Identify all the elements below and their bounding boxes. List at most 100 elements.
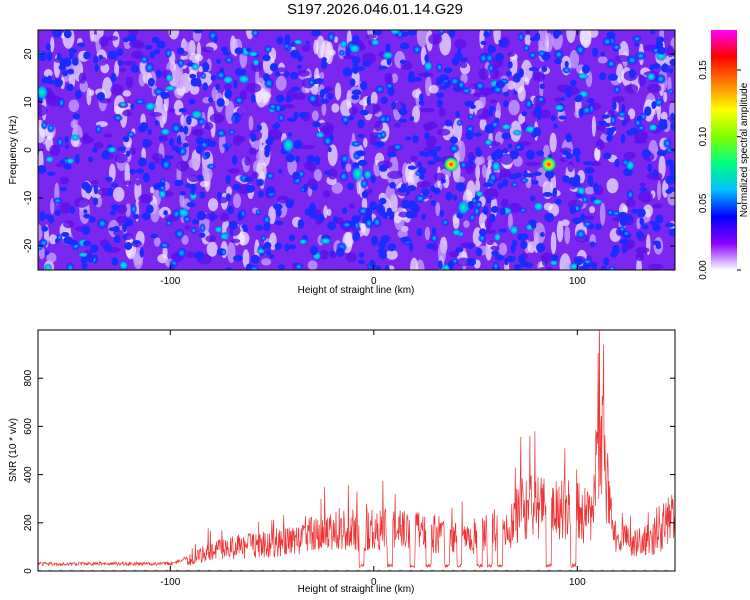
heatmap-blob [348, 115, 355, 121]
heatmap-blob [603, 152, 612, 160]
heatmap-blob [464, 100, 475, 107]
heatmap-blob [264, 144, 271, 154]
heatmap-blob [262, 54, 271, 62]
colorbar-tick-label: 0.10 [698, 126, 709, 146]
heatmap-blob [525, 149, 535, 160]
heatmap-blob [424, 132, 430, 140]
heatmap-blob [381, 50, 395, 61]
heatmap-blob [321, 56, 327, 63]
heatmap-blob [224, 144, 229, 152]
heatmap-blob [129, 168, 136, 175]
heatmap-blob [92, 197, 99, 206]
heatmap-low-cell [331, 182, 343, 194]
heatmap-blob [225, 174, 231, 184]
heatmap-blob [387, 151, 397, 158]
heatmap-blob [64, 144, 70, 149]
heatmap-blob [174, 179, 184, 187]
heatmap-blob [309, 202, 316, 213]
heatmap-blob [669, 58, 675, 67]
heatmap-blob [327, 221, 337, 231]
heatmap-blob [284, 40, 290, 46]
heatmap-blob [284, 34, 291, 43]
heatmap-blob [467, 113, 475, 121]
heatmap-low-cell [424, 226, 431, 241]
heatmap-hotspot [281, 136, 296, 155]
heatmap-blob [532, 200, 545, 213]
heatmap-blob [507, 61, 513, 69]
heatmap-blob [375, 265, 382, 270]
heatmap-low-cell [262, 91, 270, 103]
snr-y-tick-label: 600 [23, 418, 34, 435]
snr-y-tick-label: 0 [23, 568, 34, 574]
heatmap-low-cell [334, 82, 342, 101]
heatmap-blob [452, 87, 462, 92]
heatmap-blob [94, 123, 103, 135]
heatmap-blob [134, 98, 146, 105]
heatmap-blob [218, 232, 230, 241]
heatmap-blob [605, 122, 611, 128]
heatmap-low-cell [487, 160, 492, 169]
heatmap-mid-cell [122, 61, 137, 66]
heatmap-blob [459, 57, 469, 62]
heatmap-mid-cell [365, 34, 377, 39]
heatmap-blob [366, 96, 371, 106]
heatmap-blob [245, 184, 255, 193]
heatmap-blob [553, 49, 565, 60]
heatmap-blob [72, 57, 79, 66]
heatmap-low-cell [323, 205, 328, 219]
heatmap-blob [144, 61, 155, 74]
heatmap-blob [117, 146, 126, 152]
heatmap-blob [397, 187, 407, 193]
heatmap-blob [423, 71, 429, 78]
heatmap-blob [626, 189, 635, 201]
heatmap-blob [619, 238, 629, 245]
heatmap-low-cell [173, 99, 184, 116]
heatmap-blob [96, 91, 106, 101]
heatmap-blob [523, 170, 528, 178]
heatmap-blob [375, 141, 385, 148]
heatmap-blob [594, 223, 602, 231]
heatmap-blob [110, 210, 117, 216]
heatmap-blob [435, 145, 442, 152]
heatmap-blob [38, 243, 44, 251]
heatmap-mid-cell [345, 252, 357, 263]
heatmap-blob [503, 91, 509, 97]
heatmap-blob [269, 63, 278, 72]
heatmap-blob [135, 169, 144, 174]
heatmap-blob [224, 56, 234, 65]
heatmap-mid-cell [647, 83, 662, 93]
heatmap-low-cell [125, 203, 131, 218]
heatmap-blob [597, 120, 607, 126]
heatmap-mid-cell [416, 180, 431, 188]
heatmap-blob [572, 147, 581, 158]
heatmap-blob [558, 115, 567, 120]
heatmap-blob [359, 178, 369, 190]
heatmap-blob [376, 203, 384, 213]
heatmap-blob [349, 78, 356, 87]
snr-axes: -100 0 100 0 200 400 600 800 [23, 330, 675, 588]
heatmap-blob [358, 259, 365, 265]
heatmap-blob [74, 153, 80, 164]
heatmap-blob [362, 60, 371, 67]
heatmap-blob [262, 214, 271, 226]
heatmap-mid-cell [532, 71, 540, 81]
heatmap-blob [113, 235, 121, 244]
heatmap-low-cell [495, 102, 501, 122]
heatmap-blob [352, 61, 359, 67]
heatmap-blob [544, 170, 555, 179]
heatmap-low-cell [154, 100, 165, 122]
heatmap-blob [641, 149, 652, 159]
heatmap-blob [494, 52, 505, 62]
heatmap-blob [289, 198, 294, 208]
snr-y-tick-label: 400 [23, 466, 34, 483]
heatmap-blob [189, 109, 204, 120]
heatmap-blob [455, 246, 464, 253]
heatmap-low-cell [663, 91, 668, 103]
heatmap-blob [224, 88, 233, 99]
heatmap-blob [195, 136, 205, 145]
heatmap-blob [544, 212, 555, 223]
heatmap-low-cell [188, 158, 200, 169]
heatmap-blob [319, 89, 325, 99]
heatmap-mid-cell [456, 257, 471, 267]
heatmap-blob [549, 259, 559, 267]
